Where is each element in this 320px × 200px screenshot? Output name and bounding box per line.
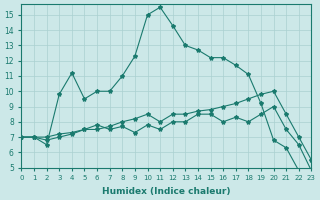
X-axis label: Humidex (Indice chaleur): Humidex (Indice chaleur) [102, 187, 231, 196]
